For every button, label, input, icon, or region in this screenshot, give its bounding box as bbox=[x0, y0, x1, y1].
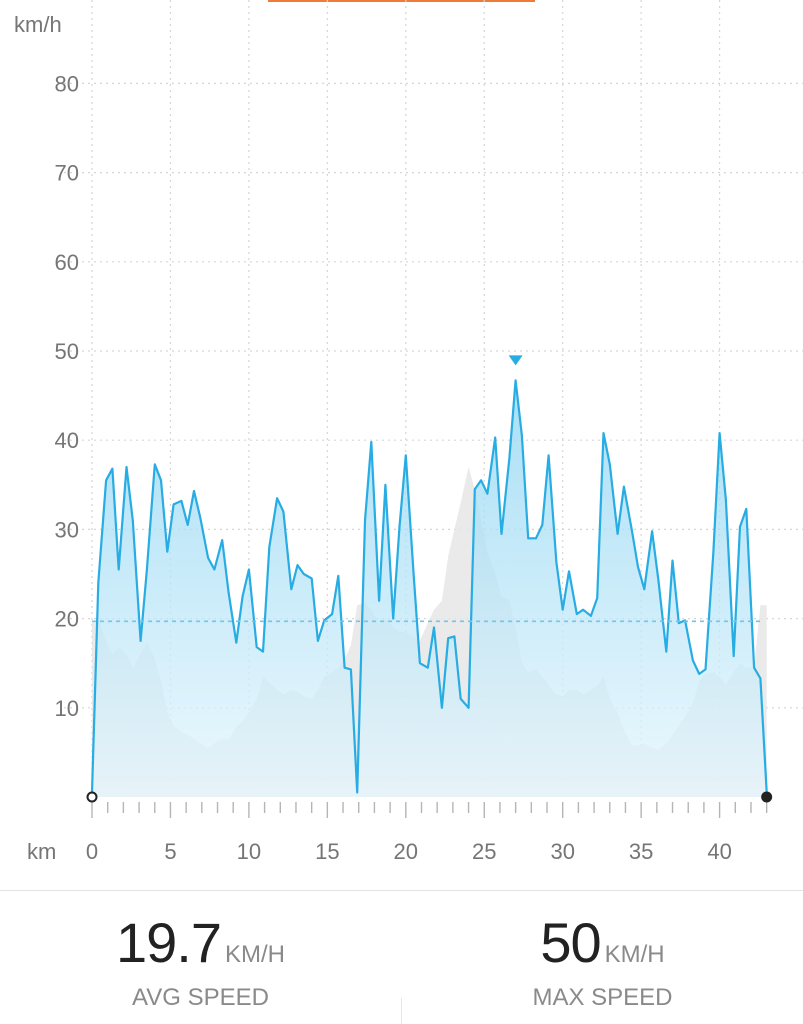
y-tick-label: 10 bbox=[55, 696, 79, 721]
markers bbox=[86, 355, 773, 803]
avg-speed-unit: KM/H bbox=[225, 941, 285, 968]
avg-speed-stat: 19.7 KM/H AVG SPEED bbox=[0, 910, 401, 1012]
max-speed-marker bbox=[508, 355, 523, 366]
y-tick-label: 70 bbox=[55, 161, 79, 186]
speed-area-layer bbox=[92, 380, 767, 797]
end-marker bbox=[761, 791, 773, 803]
section-divider bbox=[0, 890, 803, 891]
x-tick-label: 15 bbox=[315, 839, 339, 864]
avg-speed-label: AVG SPEED bbox=[132, 984, 269, 1011]
x-tick-label: 30 bbox=[550, 839, 574, 864]
y-tick-label: 50 bbox=[55, 339, 79, 364]
y-tick-label: 80 bbox=[55, 71, 79, 96]
x-tick-label: 0 bbox=[86, 839, 98, 864]
speed-line-layer bbox=[90, 379, 768, 794]
x-tick-label: 5 bbox=[164, 839, 176, 864]
x-unit-label: km bbox=[27, 839, 56, 864]
y-tick-label: 20 bbox=[55, 607, 79, 632]
x-tick-label: 25 bbox=[472, 839, 496, 864]
speed-line bbox=[90, 379, 768, 794]
y-unit-label: km/h bbox=[14, 12, 62, 37]
max-speed-unit: KM/H bbox=[604, 941, 665, 968]
max-speed-label: MAX SPEED bbox=[532, 984, 673, 1011]
speed-chart: 10 20 30 40 50 60 70 80 0 5 10 15 20 25 30 35 40 km/h km bbox=[14, 0, 803, 864]
y-tick-label: 60 bbox=[55, 250, 79, 275]
stat-divider bbox=[401, 998, 402, 1024]
x-tick-label: 40 bbox=[707, 839, 731, 864]
axes: 10 20 30 40 50 60 70 80 0 5 10 15 20 25 30 35 40 km/h km bbox=[14, 12, 768, 864]
y-tick-label: 40 bbox=[55, 428, 79, 453]
max-speed-stat: 50 KM/H MAX SPEED bbox=[402, 910, 803, 1012]
active-tab-indicator bbox=[268, 0, 535, 2]
grid bbox=[64, 0, 803, 797]
x-tick-label: 10 bbox=[237, 839, 261, 864]
x-tick-label: 35 bbox=[629, 839, 653, 864]
speed-area bbox=[92, 380, 767, 797]
y-tick-label: 30 bbox=[55, 517, 79, 542]
x-tick-label: 20 bbox=[394, 839, 418, 864]
max-speed-value: 50 bbox=[540, 911, 601, 974]
avg-speed-value: 19.7 bbox=[116, 911, 222, 974]
start-marker bbox=[86, 791, 98, 803]
